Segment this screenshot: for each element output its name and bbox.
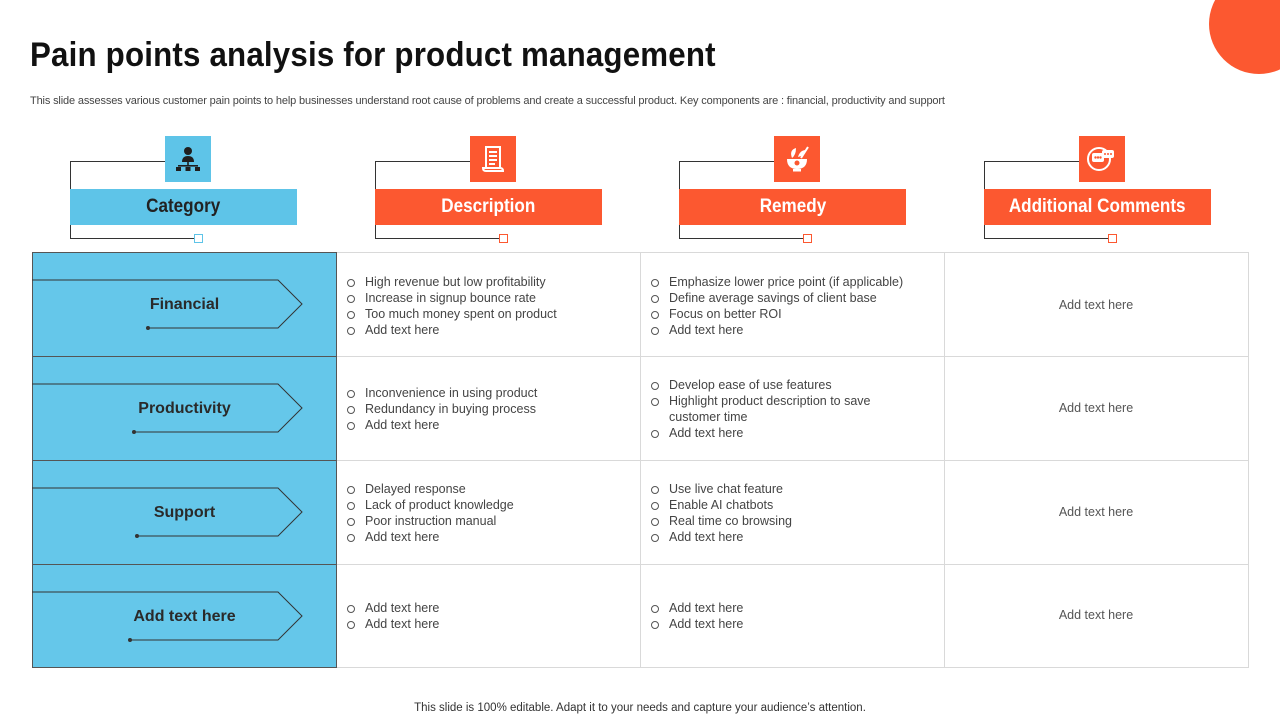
divider bbox=[337, 356, 1249, 357]
connector-dot bbox=[499, 234, 508, 243]
description-list: Add text here Add text here bbox=[346, 600, 439, 632]
remedy-list: Add text here Add text here bbox=[650, 600, 743, 632]
category-label: Add text here bbox=[133, 608, 236, 625]
arrow-tag-shape bbox=[32, 591, 303, 642]
category-label: Financial bbox=[149, 296, 220, 313]
list-item: Delayed response bbox=[346, 481, 514, 497]
list-item: Add text here bbox=[346, 322, 557, 338]
list-item: Increase in signup bounce rate bbox=[346, 290, 557, 306]
header-label: Description bbox=[375, 189, 602, 225]
list-item: Too much money spent on product bbox=[346, 306, 557, 322]
herbal-mortar-icon bbox=[774, 136, 820, 182]
list-item: Real time co browsing bbox=[650, 513, 792, 529]
list-item: Add text here bbox=[346, 417, 537, 433]
divider bbox=[32, 460, 337, 461]
list-item: Define average savings of client base bbox=[650, 290, 903, 306]
comment-text: Add text here bbox=[1058, 298, 1134, 312]
description-list: Inconvenience in using product Redundanc… bbox=[346, 385, 537, 433]
list-item: Add text here bbox=[346, 616, 439, 632]
list-item: Poor instruction manual bbox=[346, 513, 514, 529]
list-item: Enable AI chatbots bbox=[650, 497, 792, 513]
footer-note: This slide is 100% editable. Adapt it to… bbox=[414, 702, 866, 714]
remedy-list: Emphasize lower price point (if applicab… bbox=[650, 274, 903, 338]
divider bbox=[944, 252, 945, 668]
header-remedy: Remedy bbox=[679, 136, 909, 246]
list-item: Add text here bbox=[650, 529, 792, 545]
divider bbox=[640, 252, 641, 668]
list-item: Add text here bbox=[650, 600, 743, 616]
category-cell: Productivity bbox=[32, 356, 337, 460]
description-list: Delayed response Lack of product knowled… bbox=[346, 481, 514, 545]
header-additional-comments: Additional Comments bbox=[984, 136, 1214, 246]
org-chart-icon bbox=[165, 136, 211, 182]
divider bbox=[32, 356, 337, 357]
arrow-tag-shape bbox=[32, 279, 303, 330]
list-item: Use live chat feature bbox=[650, 481, 792, 497]
connector-dot bbox=[803, 234, 812, 243]
comment-text: Add text here bbox=[1058, 608, 1134, 622]
remedy-list: Develop ease of use features Highlight p… bbox=[650, 377, 880, 441]
arrow-tag-shape bbox=[32, 487, 303, 538]
header-label: Category bbox=[70, 189, 297, 225]
header-label: Additional Comments bbox=[984, 189, 1211, 225]
divider bbox=[1248, 252, 1249, 668]
divider bbox=[337, 667, 1249, 668]
category-cell: Add text here bbox=[32, 564, 337, 668]
decorative-circle bbox=[1209, 0, 1280, 74]
list-item: Inconvenience in using product bbox=[346, 385, 537, 401]
header-label: Remedy bbox=[679, 189, 906, 225]
comment-text: Add text here bbox=[1058, 505, 1134, 519]
category-label: Support bbox=[153, 504, 216, 521]
document-icon bbox=[470, 136, 516, 182]
category-cell: Financial bbox=[32, 252, 337, 356]
description-list: High revenue but low profitability Incre… bbox=[346, 274, 557, 338]
divider bbox=[337, 564, 1249, 565]
pain-points-table: Financial High revenue but low profitabi… bbox=[32, 252, 1249, 668]
comment-text: Add text here bbox=[1058, 401, 1134, 415]
divider bbox=[337, 252, 1249, 253]
list-item: Add text here bbox=[650, 322, 903, 338]
chat-comments-icon bbox=[1079, 136, 1125, 182]
list-item: Add text here bbox=[346, 529, 514, 545]
list-item: Redundancy in buying process bbox=[346, 401, 537, 417]
header-description: Description bbox=[375, 136, 605, 246]
list-item: Add text here bbox=[650, 616, 743, 632]
category-cell: Support bbox=[32, 460, 337, 564]
divider bbox=[337, 460, 1249, 461]
connector-dot bbox=[1108, 234, 1117, 243]
header-category: Category bbox=[70, 136, 300, 246]
category-label: Productivity bbox=[138, 400, 231, 417]
list-item: Focus on better ROI bbox=[650, 306, 903, 322]
page-title: Pain points analysis for product managem… bbox=[30, 36, 716, 74]
arrow-tag-shape bbox=[32, 383, 303, 434]
list-item: Lack of product knowledge bbox=[346, 497, 514, 513]
list-item: Develop ease of use features bbox=[650, 377, 880, 393]
divider bbox=[32, 564, 337, 565]
list-item: Add text here bbox=[650, 425, 880, 441]
connector-dot bbox=[194, 234, 203, 243]
page-subtitle: This slide assesses various customer pai… bbox=[30, 95, 945, 107]
list-item: Emphasize lower price point (if applicab… bbox=[650, 274, 903, 290]
list-item: Add text here bbox=[346, 600, 439, 616]
remedy-list: Use live chat feature Enable AI chatbots… bbox=[650, 481, 792, 545]
list-item: Highlight product description to save cu… bbox=[650, 393, 880, 425]
list-item: High revenue but low profitability bbox=[346, 274, 557, 290]
